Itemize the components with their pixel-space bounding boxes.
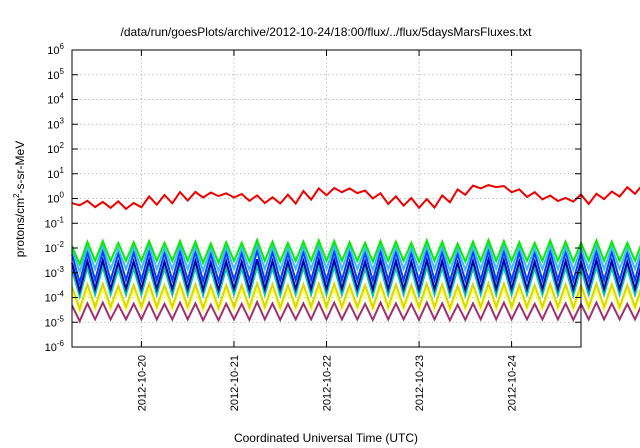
series-line: [71, 255, 640, 296]
y-tick-label: 100: [47, 191, 64, 206]
x-tick-label: 2012-10-23: [414, 355, 426, 411]
y-tick-label: 105: [47, 67, 64, 82]
x-tick-label: 2012-10-24: [507, 355, 519, 411]
y-tick-label: 10-6: [45, 339, 65, 354]
y-axis-label: protons/cm2-s-sr-MeV: [12, 141, 27, 257]
series-line: [71, 279, 640, 312]
series-line: [71, 241, 640, 275]
y-tick-label: 103: [47, 116, 64, 131]
y-tick-label: 10-5: [45, 314, 65, 329]
series-line: [71, 246, 640, 287]
series-line: [71, 299, 640, 324]
y-tick-label: 106: [47, 42, 64, 57]
y-tick-label: 10-3: [45, 265, 65, 280]
x-axis-label: Coordinated Universal Time (UTC): [234, 431, 418, 445]
y-axis: 106 105 104 103 102 101 100 10-1 10-2 10-3 10-4 10-…: [45, 42, 581, 354]
x-axis: 2012-10-20 2012-10-21 2012-10-22 2012-10-23…: [136, 50, 519, 411]
series-line: [71, 285, 640, 316]
y-tick-label: 104: [47, 92, 64, 107]
x-tick-label: 2012-10-20: [136, 355, 148, 411]
series-group: [71, 184, 640, 324]
chart-title: /data/run/goesPlots/archive/2012-10-24/1…: [121, 25, 533, 39]
series-line: [71, 184, 640, 211]
series-line: [71, 262, 640, 301]
x-tick-label: 2012-10-22: [322, 355, 334, 411]
y-tick-label: 10-2: [45, 240, 65, 255]
y-tick-label: 10-4: [45, 290, 65, 305]
series-line: [71, 237, 640, 268]
x-tick-label: 2012-10-21: [229, 355, 241, 411]
y-tick-label: 10-1: [45, 215, 65, 230]
y-tick-label: 102: [47, 141, 64, 156]
y-tick-label: 101: [47, 166, 64, 181]
